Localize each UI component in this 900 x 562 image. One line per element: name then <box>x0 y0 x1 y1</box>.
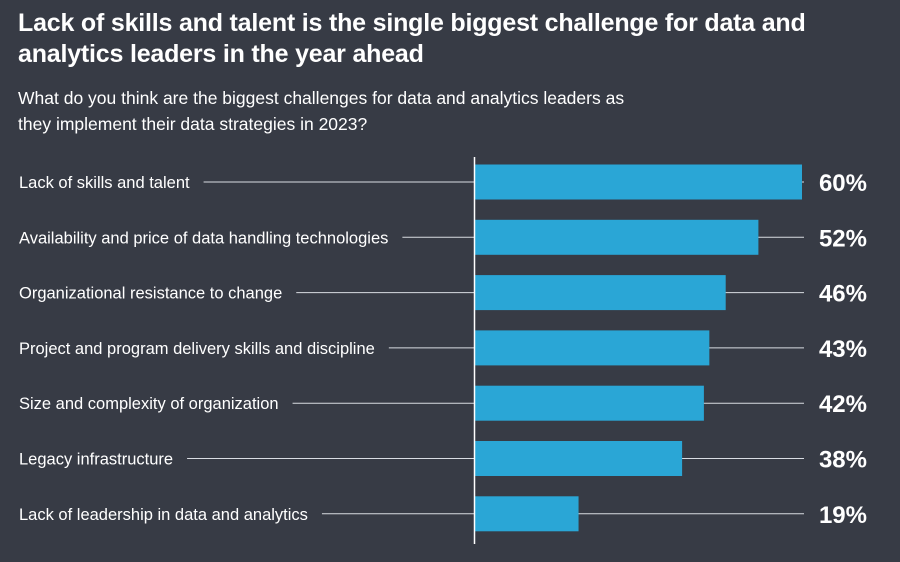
category-label: Project and program delivery skills and … <box>19 340 375 358</box>
value-label: 52% <box>819 225 867 252</box>
bar <box>475 496 579 532</box>
bar <box>475 441 683 476</box>
value-label: 42% <box>819 391 867 418</box>
category-label: Availability and price of data handling … <box>19 229 388 247</box>
value-label: 43% <box>819 336 867 363</box>
category-label: Legacy infrastructure <box>19 451 173 469</box>
value-label: 60% <box>819 170 867 197</box>
bar <box>475 164 802 200</box>
value-label: 19% <box>819 502 867 529</box>
bar <box>475 219 759 255</box>
category-label: Lack of skills and talent <box>19 174 190 192</box>
chart-subtitle: What do you think are the biggest challe… <box>18 88 625 134</box>
bar <box>475 275 726 311</box>
chart-title: Lack of skills and talent is the single … <box>18 9 806 68</box>
value-label: 38% <box>819 447 867 474</box>
bar <box>475 330 710 366</box>
category-label: Organizational resistance to change <box>19 285 282 303</box>
category-label: Size and complexity of organization <box>19 395 279 413</box>
value-label: 46% <box>819 281 867 308</box>
category-label: Lack of leadership in data and analytics <box>19 506 308 524</box>
bar <box>475 385 704 421</box>
